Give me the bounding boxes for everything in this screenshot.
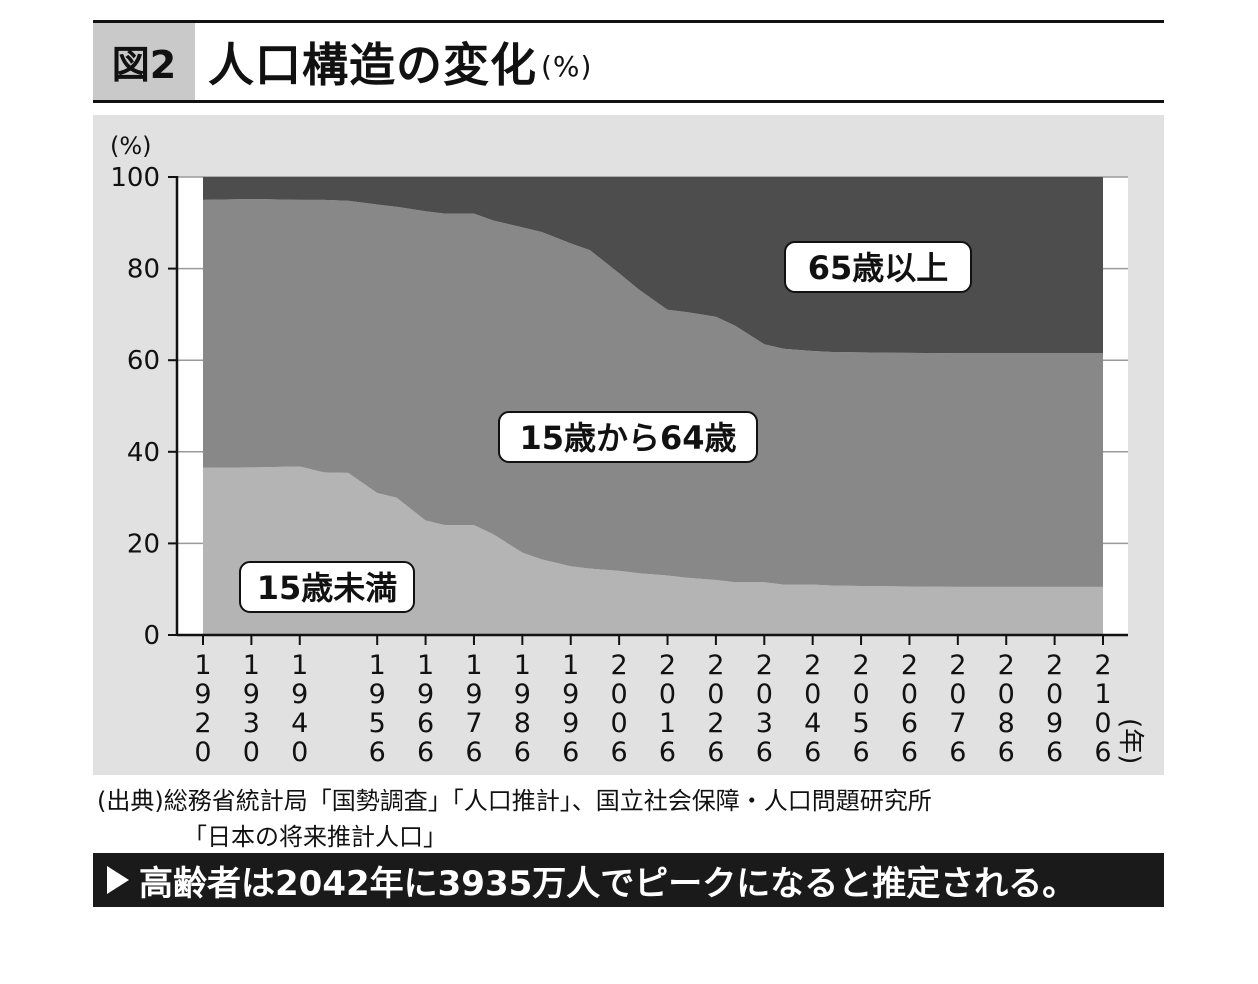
y-axis-unit-label: (%) (110, 132, 152, 160)
header-bottom-rule (93, 100, 1164, 103)
axes (175, 176, 1128, 637)
y-tick-label-80: 80 (127, 255, 160, 285)
chart-title-unit: (%) (541, 50, 593, 83)
series-labels: 65歳以上 15歳から64歳 15歳未満 (239, 241, 972, 613)
y-tick-labels: 0 20 40 60 80 100 (110, 163, 177, 651)
summary-banner: 高齢者は2042年に3935万人でピークになると推定される。 (93, 853, 1164, 907)
y-tick-label-0: 0 (143, 621, 160, 651)
chart-title: 人口構造の変化 (%) (208, 23, 592, 100)
series-label-3: 65歳以上 (784, 241, 972, 293)
y-tick-label-20: 20 (127, 529, 160, 559)
series-label-2: 15歳から64歳 (498, 411, 758, 463)
series-label-1: 15歳未満 (239, 561, 415, 613)
y-tick-label-60: 60 (127, 346, 160, 376)
area-series-3 (203, 177, 1103, 354)
area-series-1 (203, 466, 1103, 635)
area-series-2 (203, 199, 1103, 587)
summary-text: 高齢者は2042年に3935万人でピークになると推定される。 (139, 863, 1077, 904)
series-label-box (498, 411, 758, 463)
series-label-text: 15歳から64歳 (519, 419, 736, 457)
source-line-1: (出典)総務省統計局「国勢調査」「人口推計」、国立社会保障・人口問題研究所 (97, 787, 932, 815)
source-line-2: 「日本の将来推計人口」 (183, 823, 447, 851)
series-label-box (239, 561, 415, 613)
triangle-bullet-icon (107, 866, 129, 894)
figure-number: 図2 (93, 23, 195, 100)
y-tick-label-40: 40 (127, 438, 160, 468)
source-note: (出典)総務省統計局「国勢調査」「人口推計」、国立社会保障・人口問題研究所 「日… (97, 783, 932, 855)
x-tick-labels: 1 9 2 0 1 9 3 0 1 9 4 0 1 9 5 6 1 9 6 6 1 9 7 6 1 9 8 6 1 9 9 6 2 0 0 6 2 0 1 6… (194, 635, 1112, 768)
y-tick-label-100: 100 (110, 163, 160, 193)
area-series (203, 177, 1103, 635)
series-label-text: 65歳以上 (808, 249, 949, 287)
series-label-box (784, 241, 972, 293)
header-top-rule (93, 20, 1164, 23)
chart-title-text: 人口構造の変化 (208, 37, 537, 92)
series-label-text: 15歳未満 (257, 569, 398, 607)
x-axis-unit-label: (年) (1115, 718, 1145, 764)
